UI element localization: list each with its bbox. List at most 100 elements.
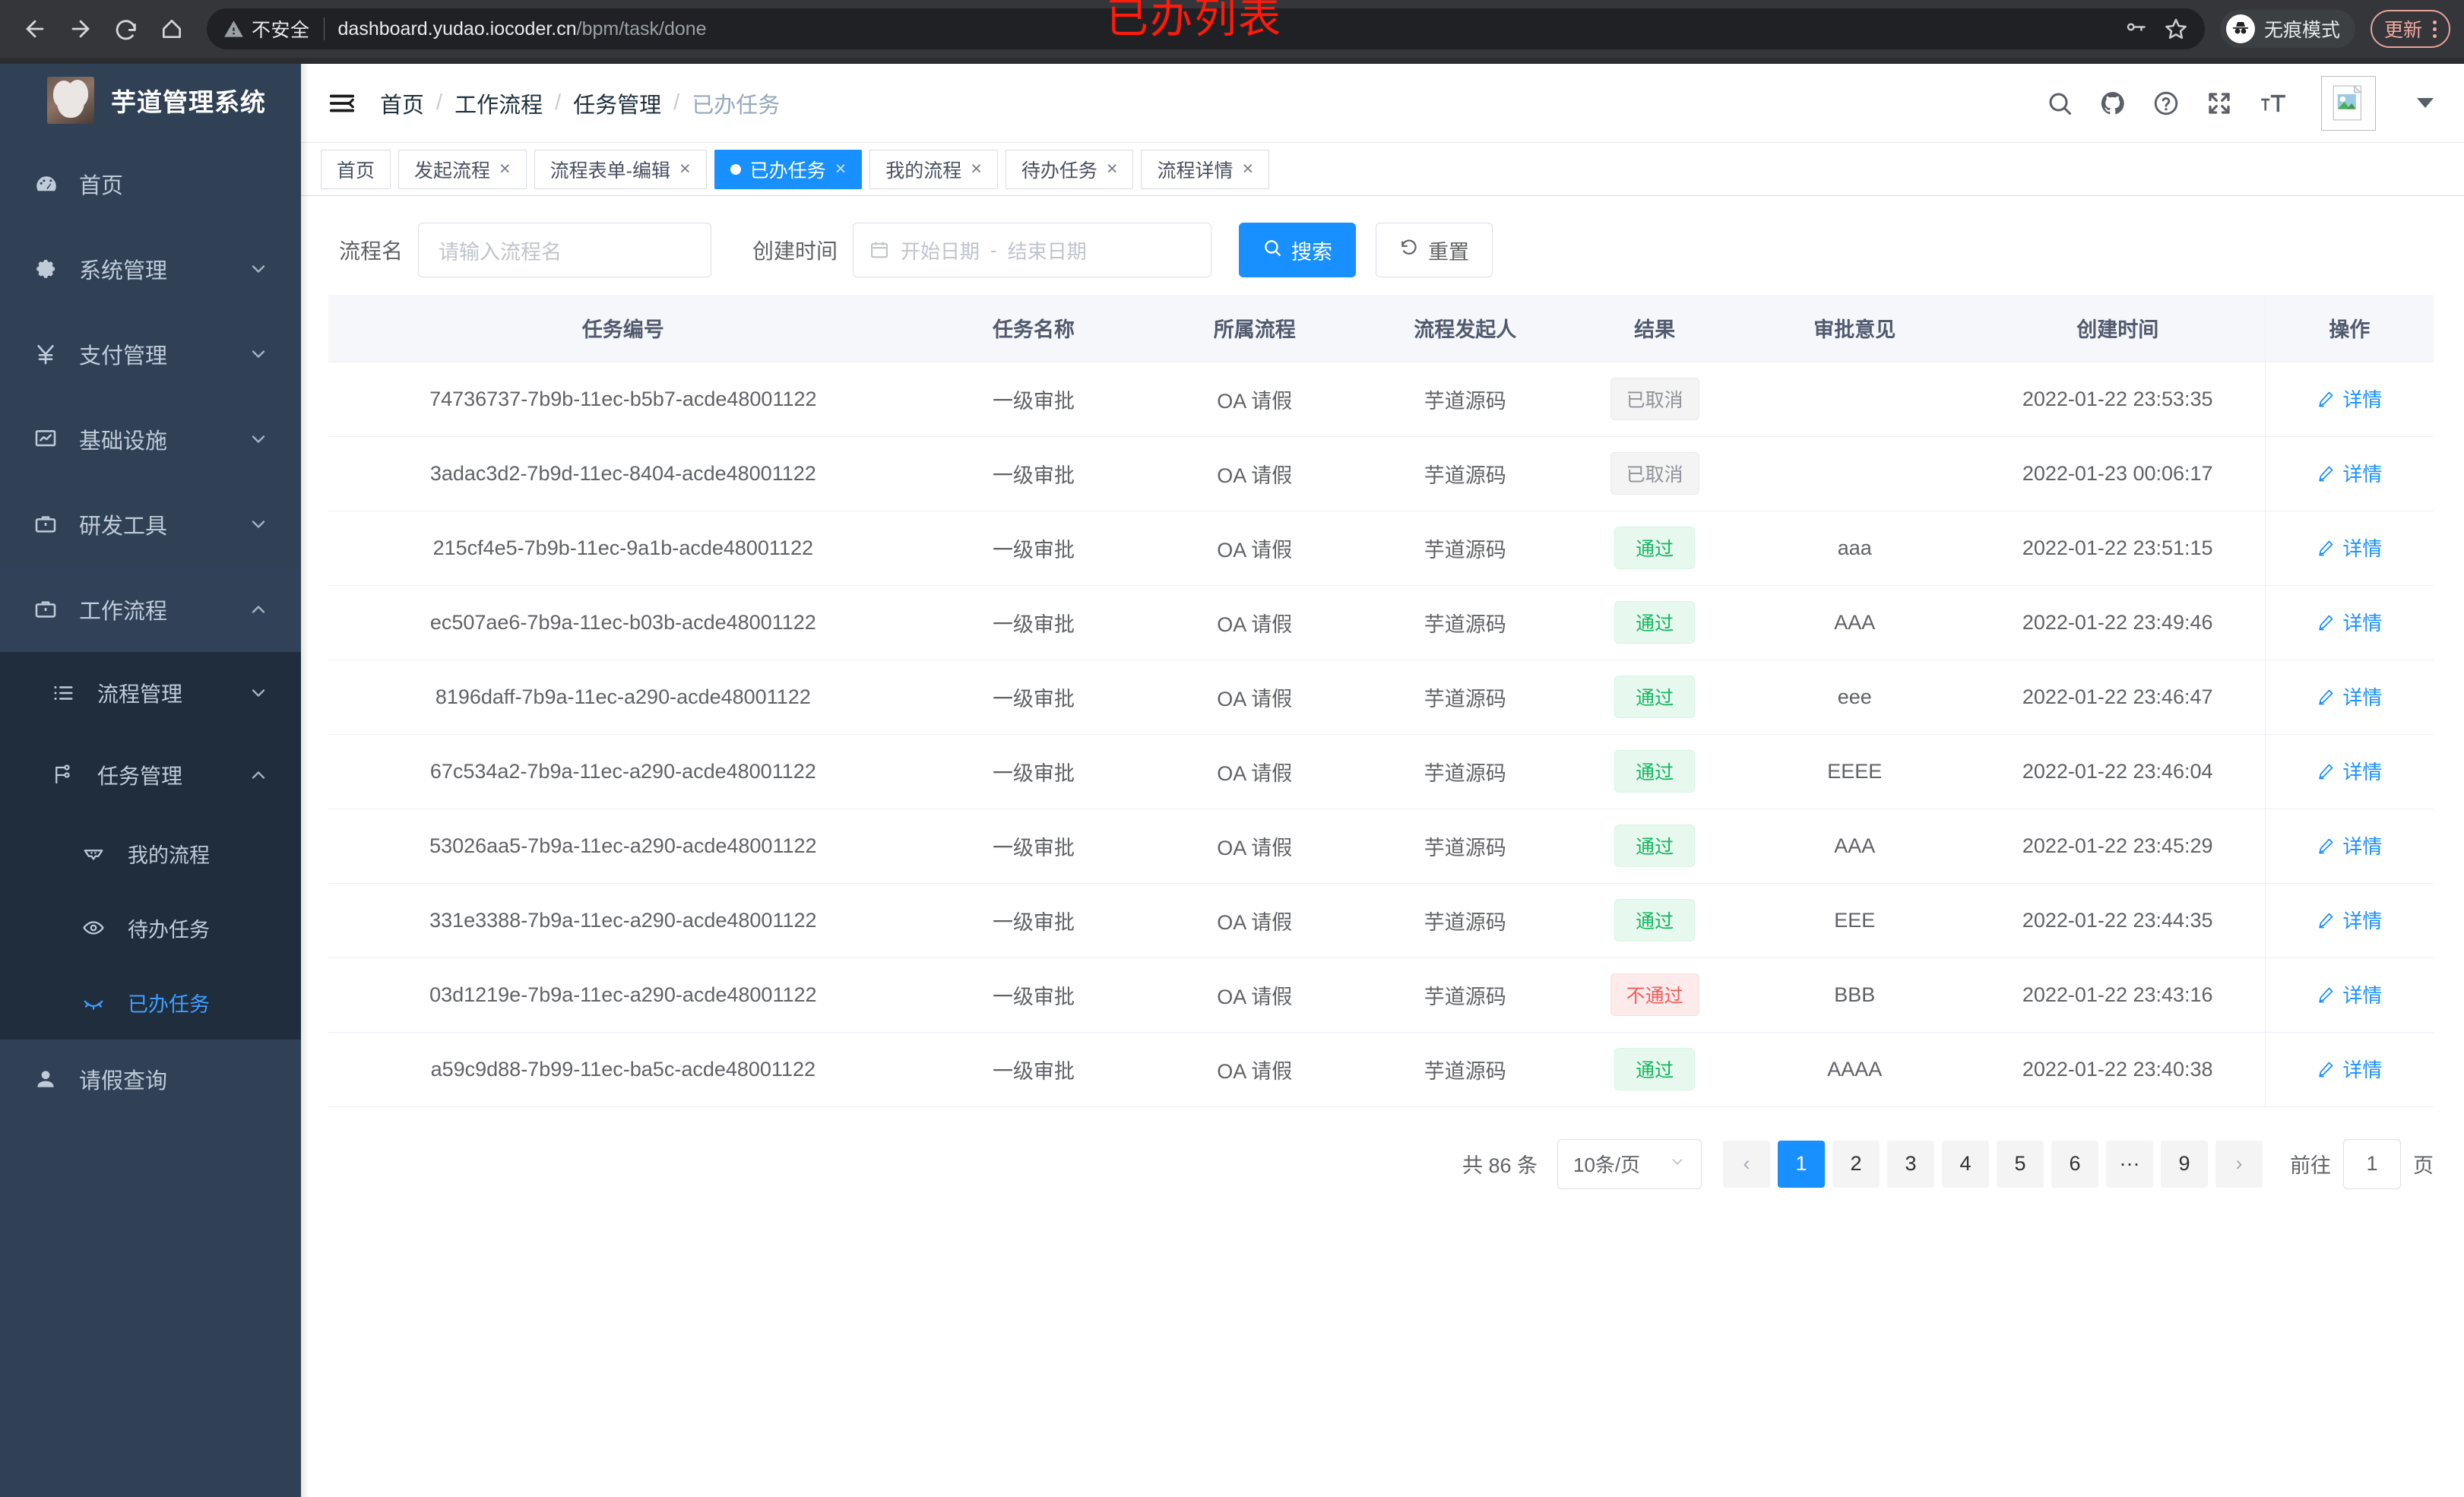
breadcrumb-item-1[interactable]: 工作流程 <box>454 93 543 118</box>
page-number-button[interactable]: 6 <box>2051 1140 2098 1188</box>
close-icon[interactable]: × <box>679 158 691 179</box>
detail-button[interactable]: 详情 <box>2317 831 2382 859</box>
sidebar-item-todo-task[interactable]: 待办任务 <box>0 891 301 965</box>
detail-button[interactable]: 详情 <box>2317 459 2382 487</box>
search-icon[interactable] <box>2046 90 2073 117</box>
cell-operation: 详情 <box>2264 809 2434 884</box>
hamburger-icon[interactable] <box>321 82 363 125</box>
column-header-created: 创建时间 <box>1970 295 2266 362</box>
sidebar-item-workflow[interactable]: 工作流程 <box>0 567 301 652</box>
next-page-button[interactable]: › <box>2215 1140 2263 1188</box>
close-icon[interactable]: × <box>1106 158 1118 179</box>
page-number-button[interactable]: 1 <box>1778 1140 1825 1188</box>
sidebar-item-done-task[interactable]: 已办任务 <box>0 965 301 1040</box>
sidebar-item-my-process[interactable]: 我的流程 <box>0 816 301 891</box>
page-number-button[interactable]: 2 <box>1832 1140 1880 1188</box>
detail-label: 详情 <box>2342 537 2383 561</box>
briefcase-icon <box>33 597 73 622</box>
star-icon[interactable] <box>2164 17 2188 41</box>
sidebar-item-label: 已办任务 <box>128 992 210 1016</box>
detail-button[interactable]: 详情 <box>2317 608 2382 636</box>
detail-label: 详情 <box>2342 388 2383 412</box>
search-button[interactable]: 搜索 <box>1239 223 1357 277</box>
table-body: 74736737-7b9b-11ec-b5b7-acde48001122 一级审批… <box>328 362 2434 1107</box>
date-range-picker[interactable]: 开始日期 - 结束日期 <box>853 223 1212 277</box>
tab-done-task[interactable]: 已办任务 × <box>714 149 863 189</box>
page-number-button[interactable]: 5 <box>1997 1140 2044 1188</box>
close-icon[interactable]: × <box>971 158 982 179</box>
sidebar-item-devtools[interactable]: 研发工具 <box>0 482 301 567</box>
page-number-button[interactable]: 3 <box>1887 1140 1934 1188</box>
caret-down-icon[interactable] <box>2417 98 2434 108</box>
status-badge: 通过 <box>1614 527 1696 569</box>
cell-task-id: ec507ae6-7b9a-11ec-b03b-acde48001122 <box>328 585 918 660</box>
cell-task-name: 一级审批 <box>917 585 1150 660</box>
breadcrumb-item-2[interactable]: 任务管理 <box>573 93 662 118</box>
forward-button[interactable] <box>59 8 102 50</box>
address-bar[interactable]: 不安全 dashboard.yudao.iocoder.cn/bpm/task/… <box>207 8 2205 49</box>
sidebar-item-label: 我的流程 <box>128 843 210 867</box>
reset-button[interactable]: 重置 <box>1376 223 1493 277</box>
home-button[interactable] <box>150 8 193 50</box>
cell-operation: 详情 <box>2264 660 2434 735</box>
detail-button[interactable]: 详情 <box>2317 757 2382 785</box>
close-icon[interactable]: × <box>835 158 847 179</box>
cell-result: 通过 <box>1570 734 1739 809</box>
update-button[interactable]: 更新 <box>2370 10 2450 48</box>
tab-label: 已办任务 <box>749 160 826 182</box>
kebab-menu-icon[interactable] <box>2433 20 2437 38</box>
detail-button[interactable]: 详情 <box>2317 533 2382 562</box>
brand[interactable]: 芋道管理系统 <box>0 64 301 137</box>
detail-button[interactable]: 详情 <box>2317 980 2382 1008</box>
detail-button[interactable]: 详情 <box>2317 682 2382 711</box>
tab-todo-task[interactable]: 待办任务 × <box>1005 149 1134 189</box>
sidebar-item-system[interactable]: 系统管理 <box>0 226 301 312</box>
cell-starter: 芋道源码 <box>1360 957 1571 1033</box>
sidebar-item-payment[interactable]: 支付管理 <box>0 312 301 397</box>
goto-page-input[interactable]: 1 <box>2343 1138 2401 1189</box>
prev-page-button[interactable]: ‹ <box>1723 1140 1770 1188</box>
tab-home[interactable]: 首页 <box>321 149 391 189</box>
tab-process-form-edit[interactable]: 流程表单-编辑 × <box>534 149 707 189</box>
avatar[interactable] <box>2321 75 2376 131</box>
incognito-indicator[interactable]: 无痕模式 <box>2219 10 2355 48</box>
detail-button[interactable]: 详情 <box>2317 1055 2382 1083</box>
fullscreen-icon[interactable] <box>2206 90 2233 117</box>
back-button[interactable] <box>14 8 56 50</box>
breadcrumb-item-0[interactable]: 首页 <box>380 93 425 118</box>
page-number-button[interactable]: ··· <box>2106 1140 2153 1188</box>
tab-process-detail[interactable]: 流程详情 × <box>1141 149 1270 189</box>
chevron-down-icon <box>248 258 269 280</box>
sidebar-item-label: 任务管理 <box>97 764 183 788</box>
cell-task-id: a59c9d88-7b99-11ec-ba5c-acde48001122 <box>328 1032 918 1107</box>
omnibox-divider <box>323 17 325 40</box>
tab-my-process[interactable]: 我的流程 × <box>869 149 998 189</box>
sidebar-item-task-manage[interactable]: 任务管理 <box>0 734 301 816</box>
sidebar-item-leave-query[interactable]: 请假查询 <box>0 1040 301 1119</box>
cell-created-time: 2022-01-22 23:53:35 <box>1970 362 2266 437</box>
app-shell: 芋道管理系统 首页 系统管理 <box>0 64 2464 1497</box>
cell-task-name: 一级审批 <box>917 957 1150 1033</box>
page-number-button[interactable]: 4 <box>1942 1140 1989 1188</box>
page-number-button[interactable]: 9 <box>2161 1140 2208 1188</box>
detail-button[interactable]: 详情 <box>2317 385 2382 413</box>
cell-created-time: 2022-01-22 23:44:35 <box>1970 883 2266 958</box>
github-icon[interactable] <box>2099 90 2127 117</box>
page-size-select[interactable]: 10条/页 <box>1557 1138 1702 1189</box>
chevron-up-icon <box>248 599 269 620</box>
sidebar-item-process-manage[interactable]: 流程管理 <box>0 652 301 734</box>
close-icon[interactable]: × <box>499 158 511 179</box>
process-name-input[interactable]: 请输入流程名 <box>418 223 712 277</box>
detail-button[interactable]: 详情 <box>2317 906 2382 934</box>
sidebar-item-home[interactable]: 首页 <box>0 141 301 226</box>
font-size-icon[interactable] <box>2259 89 2288 118</box>
tab-start-process[interactable]: 发起流程 × <box>398 149 527 189</box>
close-icon[interactable]: × <box>1242 158 1254 179</box>
key-icon[interactable] <box>2124 17 2147 40</box>
reload-button[interactable] <box>105 8 147 50</box>
help-icon[interactable] <box>2152 90 2180 117</box>
sidebar-item-infrastructure[interactable]: 基础设施 <box>0 397 301 482</box>
active-dot-icon <box>730 163 741 175</box>
cell-task-name: 一级审批 <box>917 734 1150 809</box>
done-tasks-table: 任务编号 任务名称 所属流程 流程发起人 结果 审批意见 创建时间 操作 747… <box>328 295 2434 1107</box>
